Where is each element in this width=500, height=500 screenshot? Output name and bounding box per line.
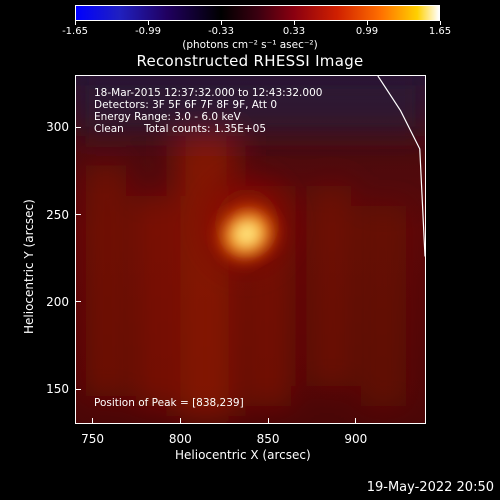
y-tick-mark bbox=[75, 388, 81, 390]
heatmap-svg bbox=[76, 76, 425, 423]
footer-date: 19-May-2022 20:50 bbox=[366, 480, 494, 495]
colorbar-units-label: (photons cm⁻² s⁻¹ asec⁻²) bbox=[182, 39, 318, 51]
colorbar-tick-label: -1.65 bbox=[62, 26, 88, 37]
colorbar-tick-mark bbox=[74, 21, 76, 25]
colorbar-tick-mark bbox=[439, 21, 441, 25]
x-tick-mark bbox=[355, 418, 357, 424]
x-tick-label: 750 bbox=[81, 432, 104, 446]
info-method: Clean bbox=[94, 123, 124, 135]
y-axis-label: Heliocentric Y (arcsec) bbox=[22, 199, 36, 334]
y-tick-label: 250 bbox=[46, 207, 69, 222]
y-tick-label: 300 bbox=[46, 120, 69, 135]
peak-source bbox=[213, 202, 281, 265]
info-detectors: Detectors: 3F 5F 6F 7F 8F 9F, Att 0 bbox=[94, 99, 278, 111]
x-tick-mark bbox=[179, 418, 181, 424]
colorbar-tick-label: 1.65 bbox=[428, 26, 452, 37]
colorbar-tick-mark bbox=[220, 21, 222, 25]
y-tick-label: 150 bbox=[46, 382, 69, 397]
y-tick-mark bbox=[75, 214, 81, 216]
colorbar-tick-mark bbox=[147, 21, 149, 25]
x-tick-mark bbox=[92, 418, 94, 424]
x-tick-mark bbox=[267, 418, 269, 424]
x-tick-label: 850 bbox=[256, 432, 280, 446]
plot-title: Reconstructed RHESSI Image bbox=[136, 52, 364, 70]
solar-limb-line bbox=[377, 76, 425, 257]
colorbar-tick-label: 0.99 bbox=[355, 26, 379, 37]
y-tick-mark bbox=[75, 126, 81, 128]
info-energy-range: Energy Range: 3.0 - 6.0 keV bbox=[94, 111, 241, 123]
colorbar-tick-label: 0.33 bbox=[282, 26, 306, 37]
colorbar-tick-label: -0.99 bbox=[135, 26, 161, 37]
y-tick-label: 200 bbox=[46, 294, 69, 309]
info-peak-position: Position of Peak = [838,239] bbox=[94, 397, 244, 409]
x-tick-label: 800 bbox=[168, 432, 192, 446]
info-time-range: 18-Mar-2015 12:37:32.000 to 12:43:32.000 bbox=[94, 87, 323, 99]
x-axis-label: Heliocentric X (arcsec) bbox=[175, 448, 311, 462]
info-total-counts: Total counts: 1.35E+05 bbox=[144, 123, 267, 135]
image-plot: 18-Mar-2015 12:37:32.000 to 12:43:32.000… bbox=[75, 75, 426, 424]
y-tick-mark bbox=[75, 301, 81, 303]
x-tick-label: 900 bbox=[344, 432, 368, 446]
heatmap-streaks bbox=[76, 76, 425, 416]
colorbar-tick-label: -0.33 bbox=[208, 26, 234, 37]
colorbar-tick-mark bbox=[366, 21, 368, 25]
colorbar-tick-mark bbox=[293, 21, 295, 25]
colorbar bbox=[75, 5, 440, 21]
